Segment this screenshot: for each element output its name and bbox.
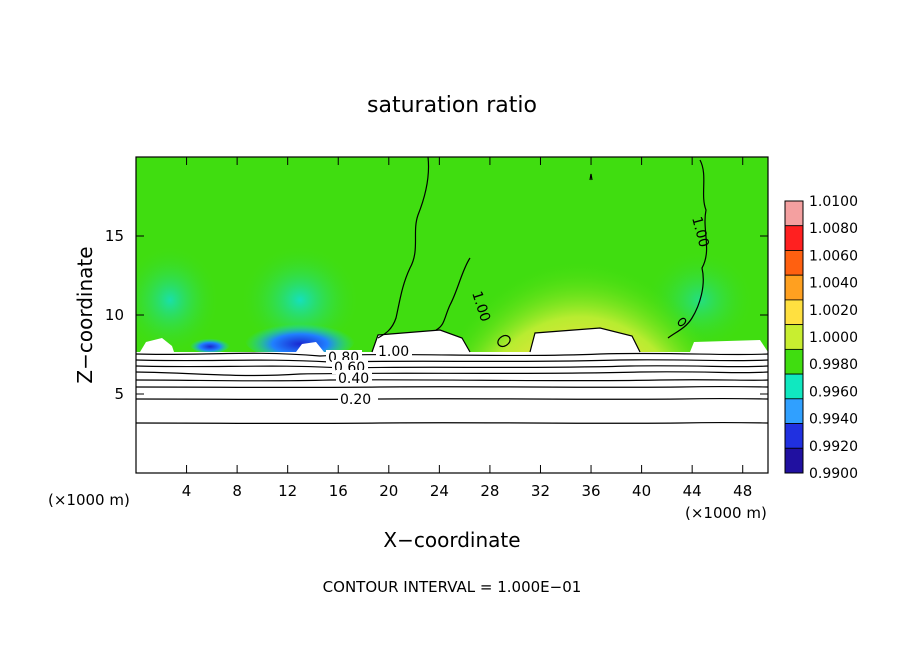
colorbar-label: 1.0020 (809, 303, 858, 319)
colorbar-label: 0.9900 (809, 466, 858, 482)
y-axis: 5 10 15 (105, 227, 768, 403)
x-tick-label: 44 (683, 482, 702, 500)
colorbar-swatch (784, 274, 804, 301)
contour-label: 0.40 (338, 371, 369, 387)
contour-layer (135, 379, 769, 382)
contour-layer (135, 371, 769, 377)
x-tick-label: 8 (232, 482, 242, 500)
x-unit-right: (×1000 m) (685, 504, 767, 522)
colorbar-label: 1.0080 (809, 221, 858, 237)
contour-label: 0.20 (340, 392, 371, 408)
x-tick-label: 36 (581, 482, 600, 500)
x-tick-label: 48 (733, 482, 752, 500)
y-tick-label: 5 (114, 385, 124, 403)
low-saturation-region-2 (190, 337, 230, 353)
y-tick-label: 15 (105, 227, 124, 245)
x-tick-label: 40 (632, 482, 651, 500)
cloud-base-hole (690, 340, 768, 352)
cloud-base-hole (140, 338, 174, 352)
colorbar-label: 1.0060 (809, 248, 858, 264)
x-tick-label: 20 (379, 482, 398, 500)
x-axis: 4 8 12 16 20 24 28 32 36 40 44 48 (182, 157, 752, 500)
colorbar-label: 1.0000 (809, 330, 858, 346)
colorbar-swatch (784, 423, 804, 449)
chart-title: saturation ratio (367, 93, 537, 118)
contour-layer (135, 397, 769, 401)
contour-interval-note: CONTOUR INTERVAL = 1.000E−01 (323, 578, 582, 596)
x-unit-left: (×1000 m) (48, 491, 130, 509)
contour-cloud-right (529, 327, 641, 353)
contour-1.00-left (377, 156, 430, 339)
contour-1.00-right (667, 159, 708, 339)
contour-layer (135, 385, 769, 389)
x-tick-label: 16 (329, 482, 348, 500)
colorbar-label: 0.9960 (809, 384, 858, 400)
contour-layer (135, 365, 769, 369)
contour-layer (135, 359, 769, 363)
colorbar: 1.0100 1.0080 1.0060 1.0040 1.0020 1.0000 0.99… (784, 194, 858, 482)
colorbar-swatch (784, 299, 804, 326)
colorbar-swatch (784, 348, 804, 375)
colorbar-swatch (784, 225, 804, 251)
cloud-base-hole (530, 328, 640, 352)
heatmap-field (136, 157, 768, 473)
contour-small-1 (589, 173, 593, 181)
contour-label: 1.00 (378, 344, 409, 360)
contour-1.00-mid (435, 257, 471, 331)
cloud-base-hole (296, 342, 324, 352)
x-tick-label: 28 (480, 482, 499, 500)
colorbar-swatch (784, 250, 804, 276)
contour-small-3 (497, 334, 511, 348)
colorbar-swatch (784, 200, 804, 227)
contour-lines (135, 156, 769, 425)
colorbar-label: 0.9940 (809, 412, 858, 428)
x-tick-label: 32 (531, 482, 550, 500)
y-tick-label: 10 (105, 306, 124, 324)
contour-cloud-left (371, 329, 471, 353)
x-tick-label: 4 (182, 482, 192, 500)
x-tick-label: 24 (430, 482, 449, 500)
y-axis-label: Z−coordinate (73, 246, 97, 383)
contour-layer (135, 352, 769, 357)
x-tick-label: 12 (278, 482, 297, 500)
x-axis-label: X−coordinate (383, 528, 520, 552)
contour-layer (135, 421, 769, 425)
contour-label: 1.00 (688, 215, 712, 249)
colorbar-swatch (784, 398, 804, 424)
colorbar-label: 0.9980 (809, 357, 858, 373)
colorbar-swatch (784, 447, 804, 474)
colorbar-swatch (784, 324, 804, 350)
colorbar-swatch (784, 373, 804, 400)
colorbar-label: 0.9920 (809, 439, 858, 455)
colorbar-label: 1.0040 (809, 276, 858, 292)
colorbar-label: 1.0100 (809, 194, 858, 210)
cyan-region-left (136, 245, 220, 355)
contour-small-2 (677, 317, 687, 327)
subsaturated-region (136, 352, 768, 473)
colorbar-frame (784, 200, 804, 474)
